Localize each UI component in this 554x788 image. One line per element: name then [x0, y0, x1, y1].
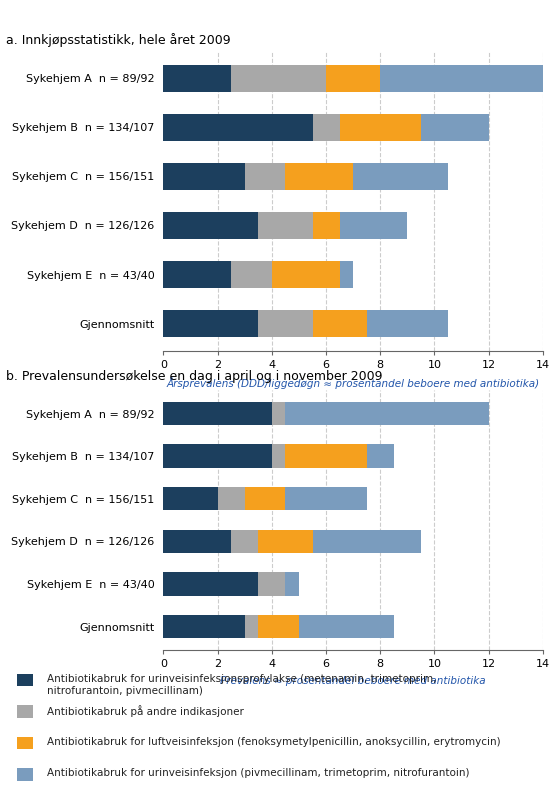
Text: a. Innkjøpsstatistikk, hele året 2009: a. Innkjøpsstatistikk, hele året 2009 [6, 33, 230, 47]
Bar [326, 65, 380, 92]
Bar [163, 444, 272, 468]
Bar [163, 212, 258, 239]
Bar [231, 530, 258, 553]
Bar [285, 163, 353, 190]
Bar [163, 261, 231, 288]
Bar [163, 615, 245, 638]
X-axis label: Prevalens ≈ prosentandel beboere med antibiotika: Prevalens ≈ prosentandel beboere med ant… [220, 676, 486, 686]
Bar [312, 530, 421, 553]
Bar [421, 114, 489, 141]
Bar [163, 114, 312, 141]
Bar [285, 402, 489, 426]
Bar [163, 163, 245, 190]
Bar [340, 261, 353, 288]
Bar [285, 487, 367, 511]
Bar [163, 487, 218, 511]
Bar [163, 65, 231, 92]
Bar [163, 530, 231, 553]
Bar [163, 572, 258, 596]
Bar [380, 65, 554, 92]
Bar [312, 114, 340, 141]
Text: b. Prevalensundersøkelse en dag i april og i november 2009: b. Prevalensundersøkelse en dag i april … [6, 370, 382, 383]
Text: Antibiotikabruk på andre indikasjoner: Antibiotikabruk på andre indikasjoner [47, 705, 244, 717]
Bar [258, 572, 285, 596]
Bar [258, 615, 299, 638]
Bar [340, 114, 421, 141]
Bar [218, 487, 245, 511]
Bar [245, 163, 285, 190]
Bar [272, 402, 285, 426]
Bar [258, 530, 312, 553]
Bar [312, 310, 367, 337]
Bar [285, 444, 367, 468]
Bar [231, 65, 326, 92]
Bar [299, 615, 394, 638]
Bar [285, 572, 299, 596]
Bar [163, 310, 258, 337]
Bar [367, 310, 448, 337]
Bar [231, 261, 272, 288]
Bar [245, 487, 285, 511]
X-axis label: Årsprevalens (DDD/liggedøgn ≈ prosentandel beboere med antibiotika): Årsprevalens (DDD/liggedøgn ≈ prosentand… [167, 377, 540, 388]
Bar [272, 261, 340, 288]
Text: Antibiotikabruk for urinveisinfeksjonsprofylakse (metenamin, trimetoprim,
nitrof: Antibiotikabruk for urinveisinfeksjonspr… [47, 674, 437, 696]
Bar [340, 212, 407, 239]
Bar [353, 163, 448, 190]
Bar [258, 212, 312, 239]
Bar [163, 402, 272, 426]
Text: Antibiotikabruk for luftveisinfeksjon (fenoksymetylpenicillin, anoksycillin, ery: Antibiotikabruk for luftveisinfeksjon (f… [47, 737, 501, 747]
Bar [367, 444, 394, 468]
Text: Antibiotikabruk for urinveisinfeksjon (pivmecillinam, trimetoprim, nitrofurantoi: Antibiotikabruk for urinveisinfeksjon (p… [47, 768, 470, 779]
Bar [312, 212, 340, 239]
Bar [258, 310, 312, 337]
Bar [245, 615, 258, 638]
Bar [272, 444, 285, 468]
